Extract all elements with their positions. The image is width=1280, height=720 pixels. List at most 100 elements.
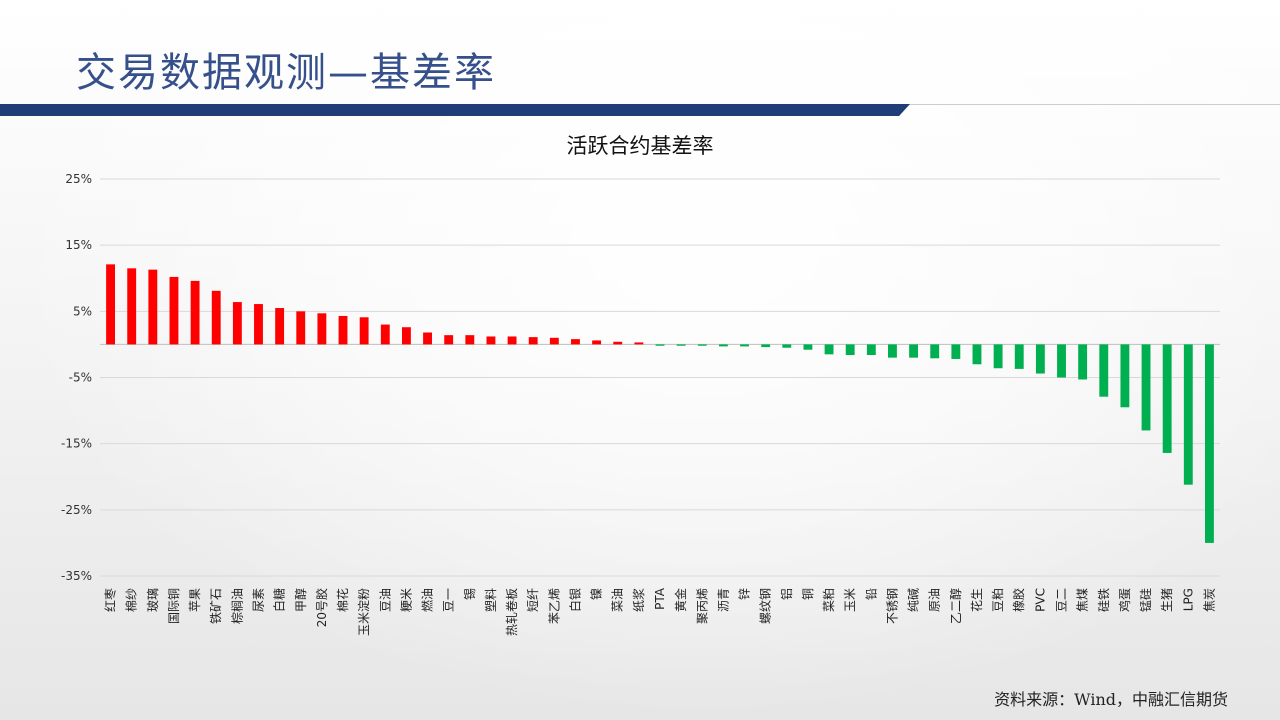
x-tick-label: 鸡蛋 bbox=[1117, 588, 1132, 612]
bar bbox=[740, 344, 749, 347]
x-tick-label: 玉米 bbox=[843, 588, 857, 612]
x-tick-label: 纸浆 bbox=[631, 588, 646, 612]
bar bbox=[528, 337, 538, 345]
x-tick-label: 豆油 bbox=[378, 588, 392, 612]
header-bar bbox=[0, 104, 910, 116]
bar bbox=[993, 344, 1003, 369]
bar bbox=[824, 344, 834, 355]
bar bbox=[127, 268, 137, 345]
bar bbox=[782, 344, 792, 348]
x-tick-label: 铁矿石 bbox=[209, 588, 223, 624]
bar bbox=[486, 336, 496, 345]
x-tick-label: 铅 bbox=[864, 588, 878, 600]
x-tick-label: 豆粕 bbox=[990, 588, 1005, 612]
bar bbox=[1099, 344, 1109, 397]
bar bbox=[1035, 344, 1045, 374]
bar bbox=[1204, 344, 1214, 543]
bar bbox=[951, 344, 961, 359]
bar bbox=[676, 344, 686, 346]
bar bbox=[571, 339, 580, 345]
y-axis-tick-labels: 25% 15% 5% -5% -15% -25% -35% bbox=[61, 172, 92, 583]
chart-bars bbox=[106, 264, 1214, 543]
bar bbox=[592, 340, 602, 345]
bar bbox=[1162, 344, 1172, 453]
bar bbox=[909, 344, 919, 358]
bar bbox=[254, 304, 263, 345]
x-tick-label: 花生 bbox=[969, 588, 984, 612]
chart-gridlines bbox=[100, 178, 1220, 577]
bar bbox=[275, 308, 285, 345]
bar bbox=[972, 344, 982, 365]
y-tick-label: 25% bbox=[65, 172, 92, 186]
bar bbox=[718, 344, 728, 347]
bar bbox=[866, 344, 876, 356]
x-tick-label: 不锈钢 bbox=[885, 588, 899, 624]
x-tick-label: 橡胶 bbox=[1011, 588, 1026, 612]
x-tick-label: 菜粕 bbox=[821, 588, 836, 612]
x-tick-label: 塑料 bbox=[483, 588, 498, 612]
x-tick-label: 生猪 bbox=[1160, 588, 1174, 612]
bar bbox=[655, 344, 665, 346]
x-tick-label: 菜油 bbox=[611, 588, 625, 612]
bar bbox=[697, 344, 707, 346]
x-tick-label: 豆二 bbox=[1055, 588, 1069, 612]
x-tick-label: 锌 bbox=[738, 588, 752, 600]
x-axis-tick-labels: 红枣 棉纱 玻璃 国际铜 苹果 铁矿石 棕榈油 尿素 白糖 甲醇 20号胶 棉花 玉米淀粉 豆油 粳米 燃油豆… bbox=[103, 587, 1217, 636]
x-tick-label: 短纤 bbox=[526, 588, 540, 612]
bar bbox=[1141, 344, 1151, 431]
source-note: 资料来源：Wind，中融汇信期货 bbox=[994, 690, 1228, 709]
x-tick-label: 粳米 bbox=[399, 588, 413, 612]
bar bbox=[634, 342, 644, 345]
bar bbox=[380, 324, 390, 345]
bar bbox=[232, 302, 242, 345]
bar bbox=[359, 317, 369, 345]
bar bbox=[549, 337, 559, 345]
x-tick-label: 锡 bbox=[462, 588, 477, 600]
bar bbox=[423, 332, 432, 345]
y-tick-label: 5% bbox=[73, 304, 92, 318]
bar bbox=[190, 280, 200, 345]
x-tick-label: 铝 bbox=[779, 588, 794, 600]
bar bbox=[169, 276, 179, 345]
bar bbox=[444, 335, 454, 345]
x-tick-label: 原油 bbox=[928, 588, 942, 612]
x-tick-label: 尿素 bbox=[251, 588, 265, 612]
bar bbox=[1014, 344, 1024, 369]
x-tick-label: LPG bbox=[1181, 588, 1195, 611]
bar bbox=[507, 336, 517, 345]
bar bbox=[1120, 344, 1130, 408]
bar bbox=[338, 315, 348, 345]
bar bbox=[296, 311, 306, 345]
x-tick-label: 硅铁 bbox=[1097, 588, 1111, 612]
x-tick-label: 红枣 bbox=[103, 588, 118, 612]
x-tick-label: 苯乙烯 bbox=[547, 588, 561, 624]
x-tick-label: 国际铜 bbox=[166, 588, 181, 624]
bar bbox=[465, 335, 475, 345]
bar bbox=[401, 327, 411, 345]
y-tick-label: -25% bbox=[61, 503, 92, 517]
bar bbox=[761, 344, 771, 348]
page-title: 交易数据观测—基差率 bbox=[76, 50, 496, 96]
y-tick-label: -15% bbox=[61, 437, 92, 451]
x-tick-label: 苹果 bbox=[188, 588, 202, 612]
x-tick-label: 聚丙烯 bbox=[695, 588, 709, 624]
x-tick-label: 沥青 bbox=[716, 588, 730, 612]
x-tick-label: 白银 bbox=[567, 588, 582, 612]
bar bbox=[148, 269, 158, 345]
x-tick-label: 铜 bbox=[800, 588, 815, 600]
x-tick-label: 焦炭 bbox=[1202, 588, 1216, 612]
y-tick-label: -5% bbox=[69, 371, 92, 385]
bar bbox=[613, 341, 623, 345]
bar bbox=[1057, 344, 1066, 378]
chart-title: 活跃合约基差率 bbox=[567, 134, 714, 158]
y-tick-label: -35% bbox=[61, 569, 92, 583]
x-tick-label: PVC bbox=[1033, 588, 1047, 612]
x-tick-label: 乙二醇 bbox=[948, 588, 963, 624]
x-tick-label: 锰硅 bbox=[1138, 588, 1153, 612]
bar bbox=[1183, 344, 1193, 485]
x-tick-label: PTA bbox=[653, 587, 667, 610]
bar bbox=[930, 344, 940, 359]
bar bbox=[317, 313, 327, 345]
